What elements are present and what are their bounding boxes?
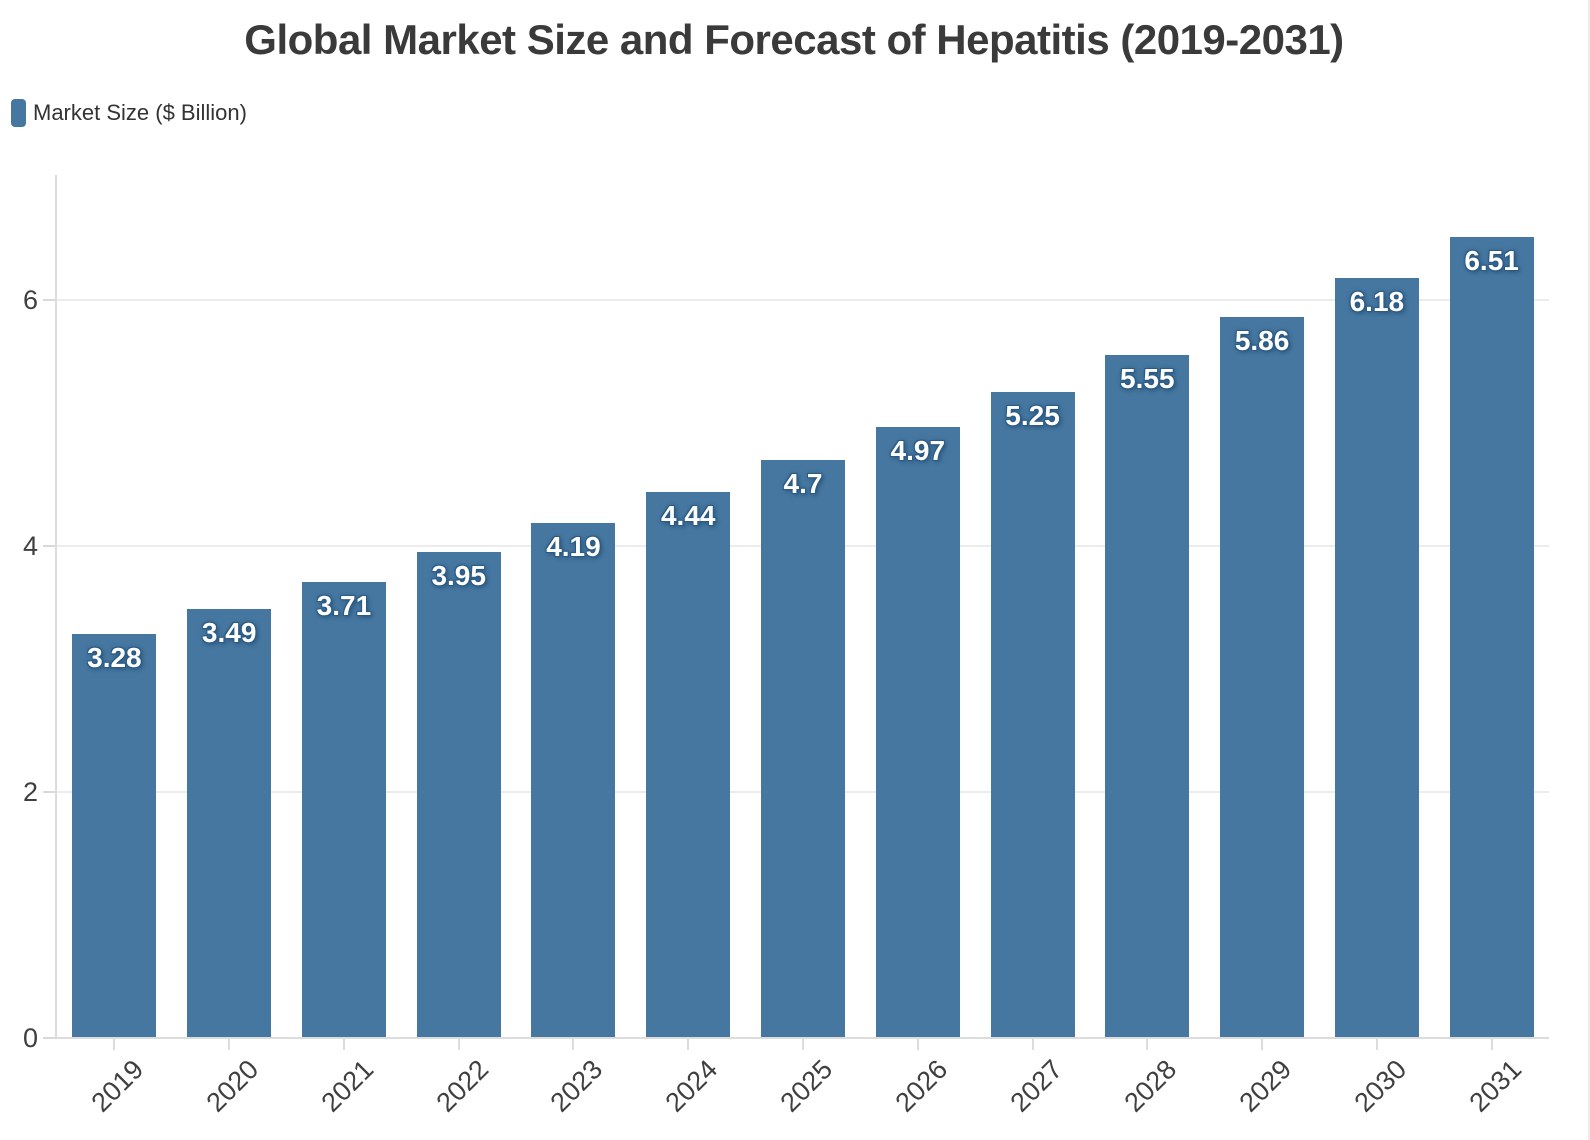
legend-item-market-size[interactable]: Market Size ($ Billion) (11, 99, 247, 127)
y-tick-label-6: 6 (22, 284, 38, 315)
x-tick-mark-2023 (572, 1039, 575, 1050)
x-axis-line (57, 1037, 1549, 1039)
bar-2031[interactable] (1449, 237, 1534, 1037)
x-tick-mark-2028 (1146, 1039, 1149, 1050)
bar-2019[interactable] (72, 634, 157, 1037)
y-tick-label-4: 4 (22, 530, 38, 561)
x-tick-mark-2026 (916, 1039, 919, 1050)
bar-2020[interactable] (187, 608, 272, 1037)
bar-2030[interactable] (1334, 277, 1419, 1037)
legend: Market Size ($ Billion) (11, 99, 247, 127)
x-tick-mark-2027 (1031, 1039, 1034, 1050)
y-tick-label-2: 2 (22, 776, 38, 807)
y-tick-mark-0 (43, 1037, 57, 1039)
bar-2024[interactable] (646, 491, 731, 1037)
x-tick-mark-2019 (113, 1039, 116, 1050)
y-tick-mark-4 (43, 544, 57, 547)
x-tick-mark-2029 (1261, 1039, 1264, 1050)
bar-2027[interactable] (990, 392, 1075, 1037)
y-axis-line (55, 175, 57, 1038)
bar-2022[interactable] (416, 552, 501, 1037)
bar-2029[interactable] (1220, 317, 1305, 1037)
x-tick-mark-2031 (1490, 1039, 1493, 1050)
x-tick-mark-2022 (457, 1039, 460, 1050)
gridline-6 (57, 298, 1549, 301)
x-tick-label-2019: 2019 (85, 1054, 150, 1118)
x-tick-mark-2020 (228, 1039, 231, 1050)
legend-marker-icon (11, 99, 26, 127)
bar-2021[interactable] (301, 581, 386, 1037)
bar-2026[interactable] (875, 426, 960, 1037)
y-tick-mark-2 (43, 790, 57, 793)
x-tick-mark-2025 (802, 1039, 804, 1050)
x-tick-mark-2021 (342, 1039, 345, 1050)
bar-2028[interactable] (1105, 355, 1190, 1037)
x-tick-mark-2024 (687, 1039, 690, 1050)
legend-label: Market Size ($ Billion) (33, 100, 247, 125)
bar-2023[interactable] (531, 522, 616, 1037)
x-tick-mark-2030 (1375, 1039, 1378, 1050)
bar-2025[interactable] (761, 459, 845, 1037)
chart-title: Global Market Size and Forecast of Hepat… (244, 16, 1344, 63)
y-tick-mark-6 (43, 298, 57, 301)
y-tick-label-0: 0 (22, 1023, 38, 1053)
